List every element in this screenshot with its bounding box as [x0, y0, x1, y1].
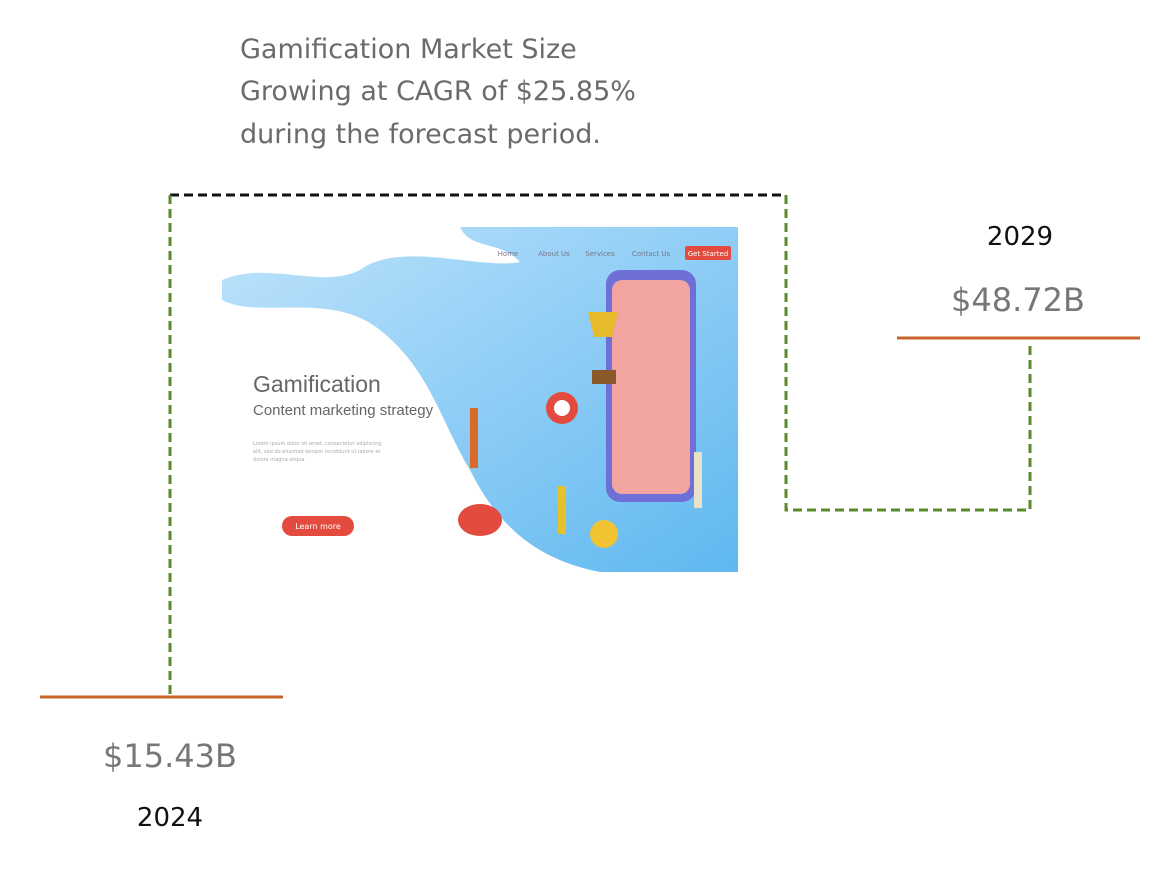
body-text: Lorem ipsum dolor sit amet, consectetur …	[253, 441, 382, 463]
headline-line: Growing at CAGR of $25.85%	[240, 76, 636, 107]
illustration-body: Lorem ipsum dolor sit amet, consectetur …	[253, 441, 382, 463]
end-value: $48.72B	[951, 281, 1085, 319]
nav-link[interactable]: Services	[585, 250, 615, 258]
nav-link[interactable]: Home	[498, 250, 519, 258]
nav-link[interactable]: Contact Us	[632, 250, 671, 258]
cta-button[interactable]: Get Started	[688, 250, 729, 258]
learn-more-button[interactable]: Learn more	[295, 522, 341, 531]
headline-line: Gamification Market Size	[240, 34, 577, 65]
nav-link[interactable]: About Us	[538, 250, 570, 258]
start-year: 2024	[137, 803, 203, 833]
illustration: Home About Us Services Contact Us Get St…	[222, 227, 738, 572]
connector	[168, 193, 1032, 695]
start-value: $15.43B	[103, 737, 237, 775]
end-year: 2029	[987, 222, 1053, 252]
headline-line: during the forecast period.	[240, 119, 601, 150]
illustration-title: Gamification	[253, 371, 381, 397]
illustration-subtitle: Content marketing strategy	[253, 402, 434, 419]
